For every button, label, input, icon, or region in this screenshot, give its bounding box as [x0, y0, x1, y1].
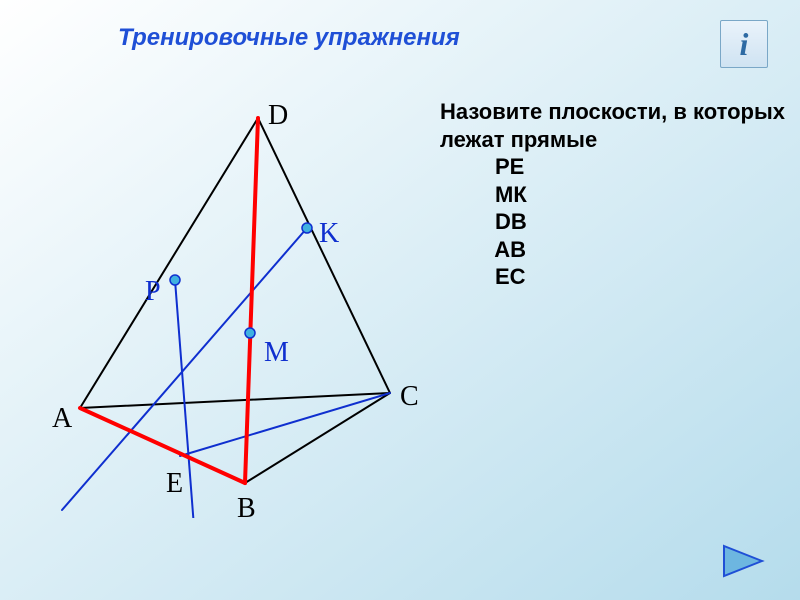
vertex-label-K: K [319, 218, 339, 250]
vertex-label-C: C [400, 381, 419, 413]
vertex-label-P: P [145, 276, 161, 308]
slide-title: Тренировочные упражнения [118, 24, 460, 52]
next-icon [720, 542, 766, 580]
vertex-label-E: E [166, 468, 183, 500]
vertex-label-A: A [52, 403, 72, 435]
vertex-label-M: M [264, 337, 289, 369]
question-prompt: Назовите плоскости, в которых лежат прям… [440, 98, 800, 153]
info-button[interactable]: i [720, 20, 768, 68]
next-button[interactable] [720, 542, 766, 580]
question-block: Назовите плоскости, в которых лежат прям… [440, 98, 800, 291]
tetrahedron-diagram: ABCDEPMK [40, 98, 440, 518]
question-lines: РЕ МК DB AB EC [440, 153, 800, 291]
diagram-svg [40, 98, 440, 518]
vertex-label-B: B [237, 493, 256, 525]
info-icon: i [740, 26, 749, 63]
vertex-label-D: D [268, 100, 288, 132]
